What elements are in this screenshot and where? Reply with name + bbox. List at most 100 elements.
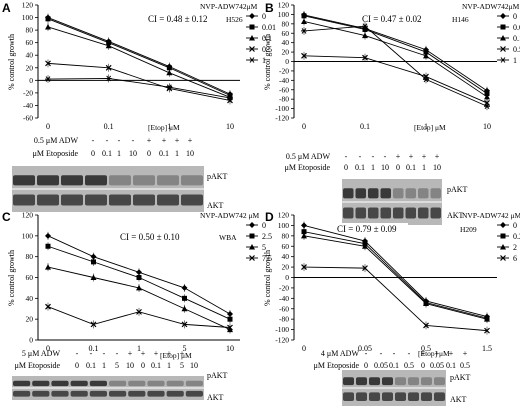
akt-label: AKT (207, 201, 224, 210)
x-tick-label: 0 (302, 122, 306, 131)
y-tick-label: 80 (26, 252, 34, 261)
akt-band (13, 194, 35, 206)
pakt-band (343, 188, 354, 199)
x-tick-label: 10 (226, 122, 234, 131)
series-line (47, 17, 231, 95)
y-axis-label: % control growth (7, 250, 16, 306)
cell-line-label: H209 (460, 225, 477, 234)
series-0.5 (45, 59, 233, 105)
pakt-band (109, 380, 127, 387)
legend-marker (500, 57, 506, 63)
akt-band (166, 390, 184, 397)
y-tick-label: -100 (275, 104, 289, 113)
legend-marker (500, 13, 506, 19)
series-line (303, 231, 488, 319)
series-2 (301, 231, 490, 324)
legend-marker (249, 233, 255, 239)
panel-label: C (2, 210, 11, 224)
blot-cell: + (409, 152, 414, 161)
blot-cell: + (449, 349, 454, 358)
blot-cell: + (421, 349, 426, 358)
legend-label: 0 (513, 12, 517, 21)
series-line (303, 266, 488, 332)
legend-marker (500, 255, 506, 261)
ci-box (117, 231, 191, 243)
blot-cell: - (393, 349, 396, 358)
blot-cell: 0 (396, 163, 400, 172)
akt-band (382, 392, 393, 401)
legend-marker (249, 244, 255, 250)
y-tick-label: 40 (282, 38, 290, 47)
series-0 (45, 231, 233, 318)
pakt-band (421, 377, 432, 386)
blot-row-label: μM Etoposide (285, 163, 331, 172)
series-line (47, 77, 231, 99)
akt-label: AKT (450, 395, 467, 404)
legend-label: 0.2 (513, 232, 520, 241)
x-axis-label: [Etop] μM (414, 123, 446, 132)
legend-label: 0 (262, 12, 266, 21)
legend-label: 0 (262, 221, 266, 230)
blot-cell: 0.05 (374, 361, 388, 370)
blot-cell: 0.5 (460, 361, 470, 370)
akt-band (430, 207, 441, 219)
cell-line-label: WBA (219, 233, 237, 242)
y-tick-label: 40 (26, 51, 34, 60)
x-tick-label: 0.1 (360, 122, 370, 131)
legend-marker (249, 222, 255, 228)
x-tick-label: 1 (424, 122, 428, 131)
blot-cell: - (90, 349, 93, 358)
y-tick-label: -40 (279, 294, 289, 303)
y-tick-label: 100 (278, 10, 290, 19)
blot-cell: - (359, 152, 362, 161)
x-tick-label: 0.1 (104, 122, 114, 131)
y-tick-label: 80 (282, 19, 290, 28)
pakt-band (185, 380, 203, 387)
pakt-band (434, 377, 445, 386)
legend-label: 6 (513, 254, 517, 263)
series-6 (301, 263, 490, 335)
pakt-band (147, 380, 165, 387)
akt-band (128, 390, 146, 397)
y-tick-label: 80 (282, 231, 290, 240)
akt-band (109, 390, 127, 397)
drug-label: NVP-ADW742 μM (462, 211, 520, 220)
pakt-label: pAKT (450, 373, 471, 382)
blot-row-label: 0.5 μM ADW (286, 152, 331, 161)
x-tick-label: 10 (226, 344, 234, 353)
akt-band (343, 392, 354, 401)
series-line (303, 15, 488, 94)
blot-cell: 10 (186, 149, 194, 158)
legend-label: 2 (513, 243, 517, 252)
x-tick-label: 0 (302, 344, 306, 353)
x-tick-label: 1.5 (482, 344, 492, 353)
blot-cell: 5 (180, 361, 184, 370)
series-line (303, 55, 488, 104)
pakt-band (37, 175, 59, 186)
series-0.1 (45, 22, 233, 102)
ci-box (334, 223, 408, 235)
series-2.5 (45, 242, 233, 324)
x-tick-label: 0.5 (421, 344, 431, 353)
legend-marker (249, 13, 255, 19)
akt-label: AKT (447, 211, 464, 220)
drug-label: NVP-ADW742μM (462, 2, 520, 11)
y-tick-label: 100 (22, 231, 34, 240)
x-axis-label: [Etop] μM (160, 351, 192, 360)
series-line (47, 62, 231, 101)
blot-cell: - (345, 152, 348, 161)
blot-cell: + (154, 349, 159, 358)
akt-band (185, 390, 203, 397)
blot-cell: - (92, 136, 95, 145)
x-tick-label: 0 (46, 344, 50, 353)
akt-band (133, 194, 155, 206)
y-tick-label: -100 (275, 325, 289, 334)
blot-cell: + (396, 152, 401, 161)
x-tick-label: 5 (183, 344, 187, 353)
ci-box (145, 13, 219, 25)
y-tick-label: -120 (275, 336, 289, 345)
ci-value: CI = 0.79 ± 0.09 (337, 224, 397, 234)
y-tick-label: -20 (23, 88, 33, 97)
blot-cell: - (384, 152, 387, 161)
